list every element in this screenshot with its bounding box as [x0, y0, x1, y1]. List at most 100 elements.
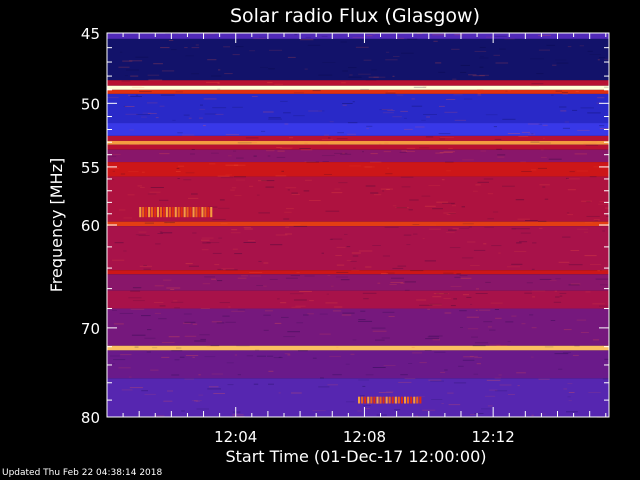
noise-speck — [270, 244, 283, 246]
noise-speck — [203, 125, 206, 127]
noise-speck — [438, 71, 446, 73]
noise-speck — [446, 170, 451, 172]
noise-speck — [370, 161, 382, 163]
y-axis-minor-ticks — [107, 47, 609, 401]
noise-speck — [589, 176, 597, 178]
noise-speck — [602, 378, 609, 380]
noise-speck — [278, 392, 281, 394]
noise-speck — [212, 252, 222, 254]
noise-speck — [273, 357, 283, 359]
noise-speck — [478, 309, 491, 311]
noise-speck — [460, 277, 472, 279]
burst-mark — [139, 207, 142, 218]
noise-speck — [308, 200, 321, 201]
noise-speck — [159, 231, 163, 233]
noise-speck — [340, 153, 352, 155]
noise-speck — [129, 60, 143, 62]
noise-speck — [468, 74, 477, 76]
noise-speck — [542, 186, 546, 188]
noise-speck — [278, 356, 282, 358]
burst-mark — [159, 207, 162, 218]
noise-speck — [113, 323, 124, 325]
noise-speck — [507, 266, 521, 268]
noise-speck — [135, 234, 146, 236]
noise-speck — [389, 284, 397, 285]
noise-speck — [476, 363, 481, 365]
noise-speck — [291, 306, 301, 308]
noise-speck — [291, 193, 300, 195]
noise-speck — [163, 400, 173, 402]
noise-speck — [462, 159, 474, 161]
noise-speck — [137, 185, 142, 187]
noise-speck — [531, 169, 537, 171]
noise-speck — [397, 37, 405, 39]
noise-speck — [177, 165, 185, 167]
noise-speck — [562, 93, 568, 95]
noise-speck — [487, 326, 492, 328]
noise-speck — [481, 408, 491, 410]
noise-speck — [550, 320, 556, 321]
noise-speck — [237, 142, 252, 144]
noise-speck — [321, 155, 335, 157]
noise-speck — [497, 154, 506, 156]
noise-speck — [424, 350, 432, 351]
noise-speck — [597, 97, 605, 99]
noise-speck — [507, 341, 511, 342]
noise-speck — [365, 374, 374, 376]
noise-speck — [326, 293, 329, 295]
burst-mark — [177, 207, 180, 218]
noise-speck — [386, 390, 394, 392]
noise-speck — [490, 302, 503, 304]
noise-speck — [128, 376, 132, 378]
noise-speck — [568, 400, 572, 402]
noise-speck — [460, 64, 470, 66]
noise-speck — [177, 132, 183, 134]
noise-speck — [220, 223, 228, 225]
noise-speck — [553, 301, 562, 303]
noise-speck — [150, 187, 164, 188]
noise-speck — [318, 386, 330, 388]
noise-speck — [479, 46, 486, 48]
noise-speck — [129, 387, 143, 389]
noise-speck — [604, 58, 609, 60]
noise-speck — [462, 359, 475, 361]
noise-speck — [392, 75, 395, 77]
noise-speck — [376, 414, 387, 416]
noise-speck — [441, 179, 445, 181]
noise-speck — [207, 388, 221, 390]
noise-speck — [336, 138, 348, 140]
noise-speck — [574, 153, 587, 155]
noise-speck — [303, 190, 310, 192]
noise-speck — [113, 359, 126, 361]
burst-mark — [388, 396, 391, 404]
noise-speck — [600, 284, 608, 286]
noise-speck — [293, 299, 307, 301]
noise-speck — [379, 143, 382, 145]
noise-speck — [546, 44, 556, 46]
noise-speck — [494, 35, 507, 37]
noise-speck — [132, 300, 145, 302]
noise-speck — [237, 374, 241, 376]
noise-speck — [123, 250, 127, 252]
noise-speck — [300, 149, 313, 151]
burst-mark — [168, 207, 171, 218]
noise-speck — [128, 171, 139, 173]
noise-speck — [357, 410, 363, 412]
noise-speck — [563, 329, 572, 331]
noise-speck — [210, 345, 220, 347]
noise-speck — [328, 137, 331, 139]
noise-speck — [365, 79, 377, 81]
noise-speck — [261, 180, 275, 182]
noise-speck — [191, 149, 195, 150]
frequency-band — [107, 221, 609, 227]
noise-speck — [329, 238, 333, 240]
noise-speck — [526, 282, 533, 284]
noise-speck — [206, 345, 219, 347]
noise-speck — [253, 155, 257, 157]
noise-speck — [597, 270, 601, 272]
noise-speck — [451, 48, 460, 50]
burst-mark — [376, 396, 379, 404]
noise-speck — [214, 264, 220, 266]
x-axis-label: Start Time (01-Dec-17 12:00:00) — [225, 447, 486, 466]
noise-speck — [283, 218, 290, 220]
